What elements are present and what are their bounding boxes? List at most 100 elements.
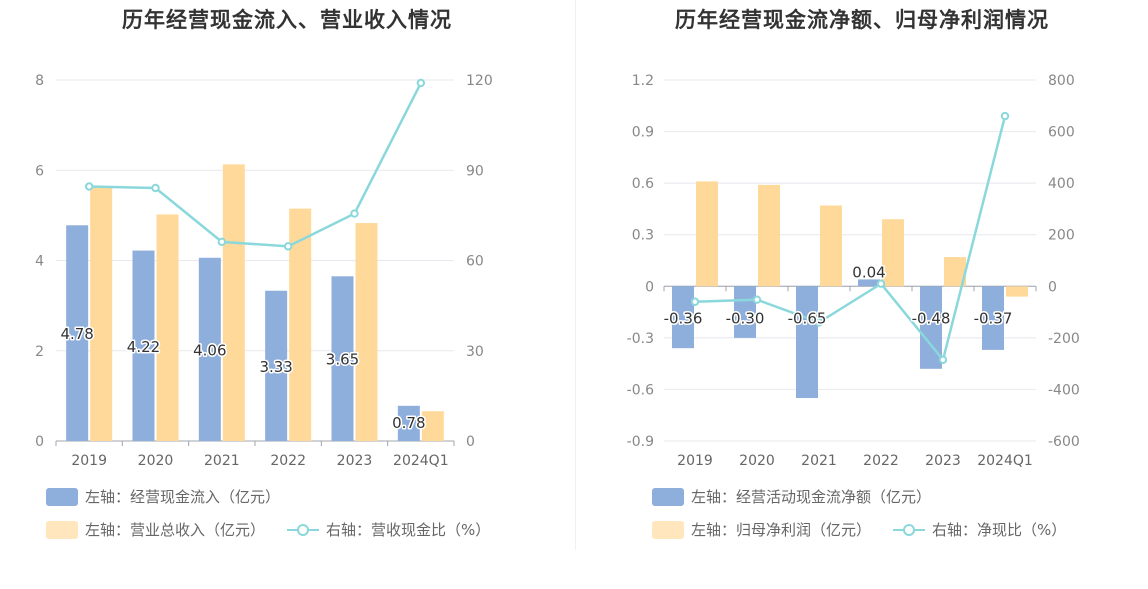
panel-divider <box>575 0 576 550</box>
x-tick-label: 2019 <box>71 453 107 469</box>
ratio-point <box>690 297 700 306</box>
y-right-tick-label: 0 <box>466 434 475 450</box>
y-right-tick-label: 400 <box>1048 176 1075 192</box>
legend-row-1: 左轴：经营活动现金流净额（亿元） <box>652 486 953 507</box>
y-left-tick-label: 0.6 <box>632 176 654 192</box>
bar-data-label: -0.30 <box>726 309 765 327</box>
bar-data-label: 4.22 <box>127 338 160 356</box>
x-tick-label: 2021 <box>204 453 240 469</box>
bar-secondary <box>820 205 842 287</box>
y-left-tick-label: 1.2 <box>632 73 654 89</box>
x-tick-label: 2023 <box>337 453 373 469</box>
legend-row-1: 左轴：经营现金流入（亿元） <box>46 486 302 507</box>
y-right-tick-label: 800 <box>1048 73 1075 89</box>
bar-primary <box>920 286 942 369</box>
legend-line-icon <box>893 521 926 539</box>
bar-data-label: 0.78 <box>392 414 425 432</box>
bar-primary <box>796 286 818 399</box>
legend-label: 右轴：净现比（%） <box>932 521 1067 539</box>
legend-item-revenue[interactable]: 左轴：营业总收入（亿元） <box>46 519 265 540</box>
y-right-tick-label: 60 <box>466 254 484 270</box>
y-left-tick-label: -0.3 <box>627 331 654 347</box>
y-left-tick-label: 0.9 <box>632 125 654 141</box>
y-right-tick-label: 120 <box>466 73 493 89</box>
ratio-point <box>217 237 227 247</box>
chart-svg-net-cash: -0.9-0.6-0.300.30.60.91.2-600-400-200020… <box>627 73 1080 469</box>
y-right-tick-label: 0 <box>1048 279 1057 295</box>
bar-secondary <box>355 223 378 441</box>
bar-data-label: 0.04 <box>852 263 885 281</box>
bar-data-label: -0.36 <box>664 309 703 327</box>
x-tick-label: 2019 <box>677 453 713 469</box>
y-right-tick-label: 30 <box>466 344 484 360</box>
x-tick-label: 2020 <box>138 453 174 469</box>
x-tick-label: 2024Q1 <box>393 453 449 469</box>
bar-data-label: -0.65 <box>788 309 827 327</box>
x-tick-label: 2022 <box>270 453 306 469</box>
y-left-tick-label: -0.6 <box>627 382 654 398</box>
ratio-line <box>89 82 422 248</box>
y-left-tick-label: 8 <box>35 73 44 89</box>
bar-primary <box>265 290 288 441</box>
bar-data-label: 4.78 <box>60 325 93 343</box>
bar-data-label: -0.37 <box>974 309 1013 327</box>
ratio-point <box>283 242 293 251</box>
legend-label: 左轴：归母净利润（亿元） <box>691 521 872 539</box>
bar-secondary <box>90 186 113 441</box>
bar-data-label: 3.65 <box>326 351 359 369</box>
bar-secondary <box>696 181 718 287</box>
bar-primary <box>198 257 221 441</box>
chart-title: 历年经营现金流入、营业收入情况 <box>122 8 452 32</box>
ratio-point <box>814 318 824 327</box>
y-left-tick-label: 0 <box>645 279 654 295</box>
bar-primary <box>132 250 155 441</box>
ratio-point <box>938 355 948 364</box>
chart-panel-net-cash: 历年经营现金流净额、归母净利润情况 -0.9 -0.6 -0.3 0 0.3 0.6 0.9… <box>576 0 1148 550</box>
legend-line-icon <box>287 521 320 539</box>
ratio-line <box>694 115 1007 363</box>
ratio-point <box>1000 111 1010 121</box>
bar-secondary <box>944 257 966 287</box>
y-right-tick-label: -400 <box>1048 382 1080 398</box>
bar-primary <box>66 225 89 441</box>
bar-data-label: 4.06 <box>193 341 226 359</box>
legend-label: 左轴：经营活动现金流净额（亿元） <box>691 488 932 506</box>
bar-secondary <box>1006 286 1028 297</box>
bar-primary <box>858 279 880 287</box>
bar-secondary <box>222 164 245 442</box>
legend-label: 右轴：营收现金比（%） <box>326 521 491 539</box>
y-left-tick-label: 0 <box>35 434 44 450</box>
y-right-tick-label: 90 <box>466 163 484 179</box>
legend-item-ratio[interactable]: 右轴：营收现金比（%） <box>287 519 490 540</box>
ratio-point <box>84 182 94 191</box>
legend-swatch-blue <box>46 487 78 506</box>
bar-secondary <box>758 184 780 287</box>
ratio-point <box>151 183 160 193</box>
bar-data-label: 3.33 <box>259 358 292 376</box>
legend-label: 左轴：营业总收入（亿元） <box>85 521 266 539</box>
chart-svg-cash-inflow: 0 2 4 6 8 0 30 60 90 120 2019 2020 2021 2022 2023 2024Q… <box>35 73 493 469</box>
legend-item-net-ratio[interactable]: 右轴：净现比（%） <box>893 519 1066 540</box>
legend-swatch-blue <box>652 487 684 506</box>
y-right-tick-label: -200 <box>1048 331 1080 347</box>
legend-row-2: 左轴：归母净利润（亿元） 右轴：净现比（%） <box>652 519 1088 540</box>
legend-item-net-cash[interactable]: 左轴：经营活动现金流净额（亿元） <box>652 486 931 507</box>
legend-item-cash-inflow[interactable]: 左轴：经营现金流入（亿元） <box>46 486 280 507</box>
ratio-point <box>752 295 762 304</box>
legend-item-net-profit[interactable]: 左轴：归母净利润（亿元） <box>652 519 871 540</box>
x-tick-label: 2021 <box>801 453 837 469</box>
chart-title: 历年经营现金流净额、归母净利润情况 <box>675 8 1049 32</box>
y-right-tick-label: 200 <box>1048 228 1075 244</box>
bar-primary <box>672 286 694 349</box>
ratio-point <box>416 78 426 88</box>
legend-swatch-orange <box>46 520 78 539</box>
chart-panel-cash-inflow: 历年经营现金流入、营业收入情况 0 2 4 6 8 0 30 60 90 120 2019 2020 2… <box>0 0 574 550</box>
y-left-tick-label: -0.9 <box>627 434 654 450</box>
legend-label: 左轴：经营现金流入（亿元） <box>85 488 281 506</box>
y-left-tick-label: 6 <box>35 163 44 179</box>
y-left-tick-label: 0.3 <box>632 228 654 244</box>
bar-primary <box>331 276 354 441</box>
bar-secondary <box>156 214 179 441</box>
bar-data-label: -0.48 <box>912 309 951 327</box>
bar-secondary <box>289 208 312 441</box>
